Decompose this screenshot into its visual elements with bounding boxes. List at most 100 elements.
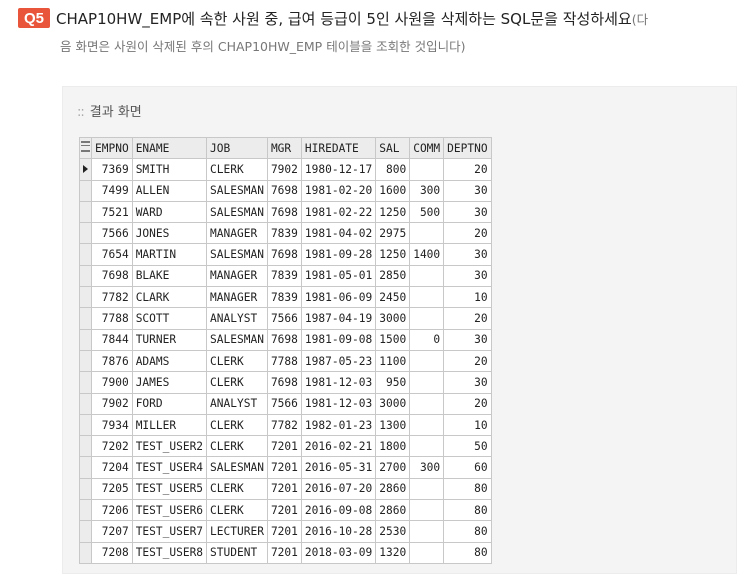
cell-empno[interactable]: 7369 — [91, 158, 133, 181]
cell-job[interactable]: ANALYST — [206, 392, 268, 415]
cell-deptno[interactable]: 80 — [443, 499, 492, 522]
row-indicator[interactable] — [79, 307, 92, 330]
table-row[interactable]: 7788 SCOTT ANALYST 7566 1987-04-19 3000 20 — [79, 307, 492, 330]
cell-sal[interactable]: 2860 — [375, 499, 411, 522]
cell-mgr[interactable]: 7566 — [266, 307, 302, 330]
table-row[interactable]: 7566 JONES MANAGER 7839 1981-04-02 2975 20 — [79, 222, 492, 245]
cell-sal[interactable]: 1320 — [375, 541, 411, 564]
cell-sal[interactable]: 2860 — [375, 477, 411, 501]
cell-sal[interactable]: 950 — [375, 371, 411, 394]
cell-ename[interactable]: CLARK — [131, 286, 208, 309]
cell-hiredate[interactable]: 2016-09-08 — [300, 499, 377, 522]
cell-comm[interactable] — [409, 413, 445, 437]
cell-mgr[interactable]: 7698 — [266, 200, 302, 224]
table-row[interactable]: 7369 SMITH CLERK 7902 1980-12-17 800 20 — [79, 158, 492, 181]
row-indicator[interactable] — [79, 200, 92, 224]
cell-deptno[interactable]: 80 — [443, 477, 492, 501]
cell-ename[interactable]: SMITH — [131, 158, 208, 181]
cell-job[interactable]: MANAGER — [206, 222, 268, 245]
cell-comm[interactable] — [409, 307, 445, 330]
cell-hiredate[interactable]: 2018-03-09 — [300, 541, 377, 564]
table-row[interactable]: 7207 TEST_USER7 LECTURER 7201 2016-10-28 2530… — [79, 520, 492, 543]
cell-job[interactable]: CLERK — [206, 371, 268, 394]
cell-mgr[interactable]: 7782 — [266, 413, 302, 437]
cell-hiredate[interactable]: 1987-04-19 — [300, 307, 377, 330]
cell-deptno[interactable]: 30 — [443, 243, 492, 266]
cell-ename[interactable]: BLAKE — [131, 264, 208, 288]
cell-empno[interactable]: 7206 — [91, 499, 133, 522]
cell-deptno[interactable]: 30 — [443, 328, 492, 351]
cell-mgr[interactable]: 7201 — [266, 456, 302, 479]
row-indicator[interactable] — [79, 477, 92, 501]
column-header-job[interactable]: JOB — [206, 136, 268, 160]
cell-job[interactable]: MANAGER — [206, 286, 268, 309]
row-indicator[interactable] — [79, 371, 92, 394]
cell-job[interactable]: SALESMAN — [206, 179, 268, 202]
table-row[interactable]: 7902 FORD ANALYST 7566 1981-12-03 3000 20 — [79, 392, 492, 415]
cell-ename[interactable]: TEST_USER7 — [131, 520, 208, 543]
cell-hiredate[interactable]: 1981-12-03 — [300, 392, 377, 415]
cell-job[interactable]: MANAGER — [206, 264, 268, 288]
table-row[interactable]: 7934 MILLER CLERK 7782 1982-01-23 1300 10 — [79, 413, 492, 437]
cell-ename[interactable]: TEST_USER6 — [131, 499, 208, 522]
cell-ename[interactable]: ALLEN — [131, 179, 208, 202]
cell-empno[interactable]: 7902 — [91, 392, 133, 415]
cell-sal[interactable]: 2700 — [375, 456, 411, 479]
cell-empno[interactable]: 7207 — [91, 520, 133, 543]
cell-ename[interactable]: WARD — [131, 200, 208, 224]
cell-empno[interactable]: 7782 — [91, 286, 133, 309]
cell-ename[interactable]: JONES — [131, 222, 208, 245]
cell-job[interactable]: CLERK — [206, 413, 268, 437]
cell-job[interactable]: CLERK — [206, 349, 268, 373]
cell-mgr[interactable]: 7201 — [266, 477, 302, 501]
cell-hiredate[interactable]: 1981-02-22 — [300, 200, 377, 224]
cell-comm[interactable] — [409, 222, 445, 245]
cell-job[interactable]: SALESMAN — [206, 200, 268, 224]
row-indicator[interactable] — [79, 158, 92, 181]
cell-hiredate[interactable]: 1982-01-23 — [300, 413, 377, 437]
cell-comm[interactable] — [409, 371, 445, 394]
cell-deptno[interactable]: 20 — [443, 158, 492, 181]
table-row[interactable]: 7698 BLAKE MANAGER 7839 1981-05-01 2850 30 — [79, 264, 492, 288]
cell-comm[interactable] — [409, 435, 445, 458]
cell-mgr[interactable]: 7839 — [266, 222, 302, 245]
cell-hiredate[interactable]: 1981-05-01 — [300, 264, 377, 288]
cell-sal[interactable]: 800 — [375, 158, 411, 181]
row-indicator[interactable] — [79, 456, 92, 479]
cell-ename[interactable]: SCOTT — [131, 307, 208, 330]
cell-sal[interactable]: 1500 — [375, 328, 411, 351]
row-indicator[interactable] — [79, 499, 92, 522]
cell-sal[interactable]: 1100 — [375, 349, 411, 373]
cell-hiredate[interactable]: 1981-09-08 — [300, 328, 377, 351]
cell-ename[interactable]: TEST_USER5 — [131, 477, 208, 501]
column-header-hiredate[interactable]: HIREDATE — [300, 136, 377, 160]
column-header-deptno[interactable]: DEPTNO — [443, 136, 492, 160]
cell-deptno[interactable]: 80 — [443, 520, 492, 543]
cell-mgr[interactable]: 7788 — [266, 349, 302, 373]
cell-comm[interactable]: 500 — [409, 200, 445, 224]
cell-mgr[interactable]: 7698 — [266, 243, 302, 266]
table-row[interactable]: 7499 ALLEN SALESMAN 7698 1981-02-20 1600 300 30 — [79, 179, 492, 202]
row-indicator[interactable] — [79, 541, 92, 564]
cell-sal[interactable]: 3000 — [375, 307, 411, 330]
cell-comm[interactable]: 1400 — [409, 243, 445, 266]
cell-job[interactable]: SALESMAN — [206, 243, 268, 266]
cell-empno[interactable]: 7934 — [91, 413, 133, 437]
cell-empno[interactable]: 7499 — [91, 179, 133, 202]
cell-ename[interactable]: MARTIN — [131, 243, 208, 266]
column-header-mgr[interactable]: MGR — [266, 136, 302, 160]
cell-hiredate[interactable]: 2016-10-28 — [300, 520, 377, 543]
cell-empno[interactable]: 7844 — [91, 328, 133, 351]
cell-sal[interactable]: 2850 — [375, 264, 411, 288]
cell-comm[interactable] — [409, 392, 445, 415]
cell-hiredate[interactable]: 2016-05-31 — [300, 456, 377, 479]
cell-job[interactable]: SALESMAN — [206, 328, 268, 351]
cell-ename[interactable]: ADAMS — [131, 349, 208, 373]
cell-comm[interactable] — [409, 264, 445, 288]
cell-mgr[interactable]: 7201 — [266, 435, 302, 458]
cell-job[interactable]: ANALYST — [206, 307, 268, 330]
cell-hiredate[interactable]: 1981-06-09 — [300, 286, 377, 309]
cell-sal[interactable]: 2450 — [375, 286, 411, 309]
cell-deptno[interactable]: 60 — [443, 456, 492, 479]
grid-corner[interactable] — [79, 136, 92, 160]
